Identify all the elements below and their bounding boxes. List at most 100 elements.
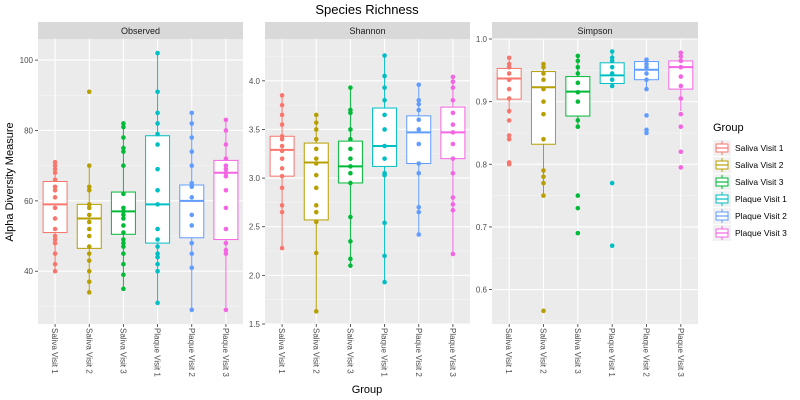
- data-point: [223, 226, 229, 232]
- data-point: [223, 240, 229, 246]
- data-point: [575, 58, 581, 64]
- box-plaque-visit-3: [440, 74, 466, 257]
- data-point: [86, 202, 92, 207]
- data-point: [348, 164, 353, 169]
- data-point: [279, 166, 285, 171]
- chart-title: Species Richness: [315, 2, 419, 17]
- data-point: [52, 163, 58, 168]
- legend-item: Plaque Visit 1: [713, 191, 787, 207]
- data-point: [450, 195, 456, 200]
- data-point: [678, 74, 684, 79]
- data-point: [189, 149, 195, 154]
- data-point: [121, 209, 126, 214]
- data-point: [609, 180, 615, 186]
- facet-strip: [492, 22, 698, 39]
- data-point: [575, 230, 581, 236]
- data-point: [279, 156, 285, 161]
- x-tick-label: Plaque Visit 2: [642, 328, 651, 377]
- data-point: [313, 112, 319, 118]
- data-point: [86, 251, 92, 256]
- data-point: [52, 237, 58, 242]
- data-point: [121, 191, 126, 197]
- data-point: [121, 212, 126, 218]
- facet-observed: Observed 40 60 80 100 Saliva Visit 1 Saliva Vi…: [20, 22, 243, 377]
- data-point: [155, 251, 160, 256]
- data-point: [223, 128, 229, 133]
- box-iqr: [303, 142, 329, 221]
- data-point: [52, 251, 58, 256]
- data-point: [279, 133, 285, 139]
- data-point: [382, 127, 387, 132]
- data-point: [541, 174, 546, 180]
- data-point: [86, 187, 92, 193]
- box-saliva-visit-2: [303, 112, 329, 314]
- data-point: [155, 244, 160, 249]
- data-point: [506, 136, 512, 142]
- data-point: [313, 120, 319, 125]
- data-point: [313, 146, 319, 152]
- data-point: [348, 214, 353, 220]
- data-point: [382, 143, 387, 149]
- data-point: [86, 205, 92, 211]
- data-point: [155, 237, 160, 242]
- data-point: [223, 156, 229, 161]
- data-point: [609, 243, 615, 249]
- y-tick-label: 0.8: [476, 160, 488, 169]
- data-point: [121, 237, 126, 242]
- y-tick-label: 40: [24, 267, 33, 276]
- facet-strip: [265, 22, 470, 39]
- legend-items: Saliva Visit 1 Saliva Visit 2 Saliva Visit…: [713, 140, 787, 241]
- data-point: [121, 205, 126, 211]
- data-point: [541, 308, 546, 314]
- y-tick-label: 60: [24, 197, 33, 206]
- data-point: [86, 244, 92, 249]
- box-iqr: [531, 71, 556, 145]
- box-saliva-visit-3: [337, 85, 363, 268]
- data-point: [575, 118, 581, 123]
- data-point: [609, 49, 615, 54]
- x-tick-label: Plaque Visit 3: [221, 328, 230, 377]
- data-point: [223, 251, 229, 256]
- data-point: [416, 161, 422, 166]
- data-point: [678, 96, 684, 101]
- box-plaque-visit-1: [372, 53, 398, 285]
- x-tick-label: Plaque Visit 1: [607, 328, 616, 377]
- data-point: [52, 195, 58, 200]
- data-point: [348, 146, 353, 152]
- legend-item-label: Plaque Visit 3: [735, 228, 787, 238]
- x-tick-label: Saliva Visit 2: [84, 328, 93, 374]
- data-point: [52, 216, 58, 221]
- data-point: [450, 122, 456, 127]
- data-point: [348, 107, 353, 113]
- data-point: [223, 247, 229, 253]
- panel-background: [38, 39, 243, 324]
- data-point: [541, 86, 546, 92]
- data-point: [382, 279, 387, 285]
- data-point: [644, 71, 649, 76]
- data-point: [644, 86, 649, 92]
- data-point: [541, 71, 546, 76]
- data-point: [644, 61, 649, 67]
- x-tick-label: Saliva Visit 3: [345, 328, 354, 374]
- facet-strip-label: Shannon: [349, 26, 385, 36]
- data-point: [279, 209, 285, 215]
- data-point: [155, 110, 160, 116]
- data-point: [121, 244, 126, 249]
- data-point: [189, 265, 195, 271]
- data-point: [348, 136, 353, 142]
- data-point: [575, 64, 581, 70]
- data-point: [575, 99, 581, 104]
- data-point: [678, 83, 684, 89]
- data-point: [121, 272, 126, 278]
- x-axis-label: Group: [352, 384, 383, 396]
- legend-item-label: Plaque Visit 2: [735, 211, 787, 221]
- data-point: [609, 55, 615, 61]
- data-point: [382, 170, 387, 176]
- data-point: [279, 143, 285, 149]
- data-point: [450, 110, 456, 116]
- data-point: [155, 261, 160, 267]
- data-point: [121, 286, 126, 292]
- data-point: [348, 156, 353, 161]
- box-iqr: [406, 115, 432, 165]
- data-point: [223, 163, 229, 168]
